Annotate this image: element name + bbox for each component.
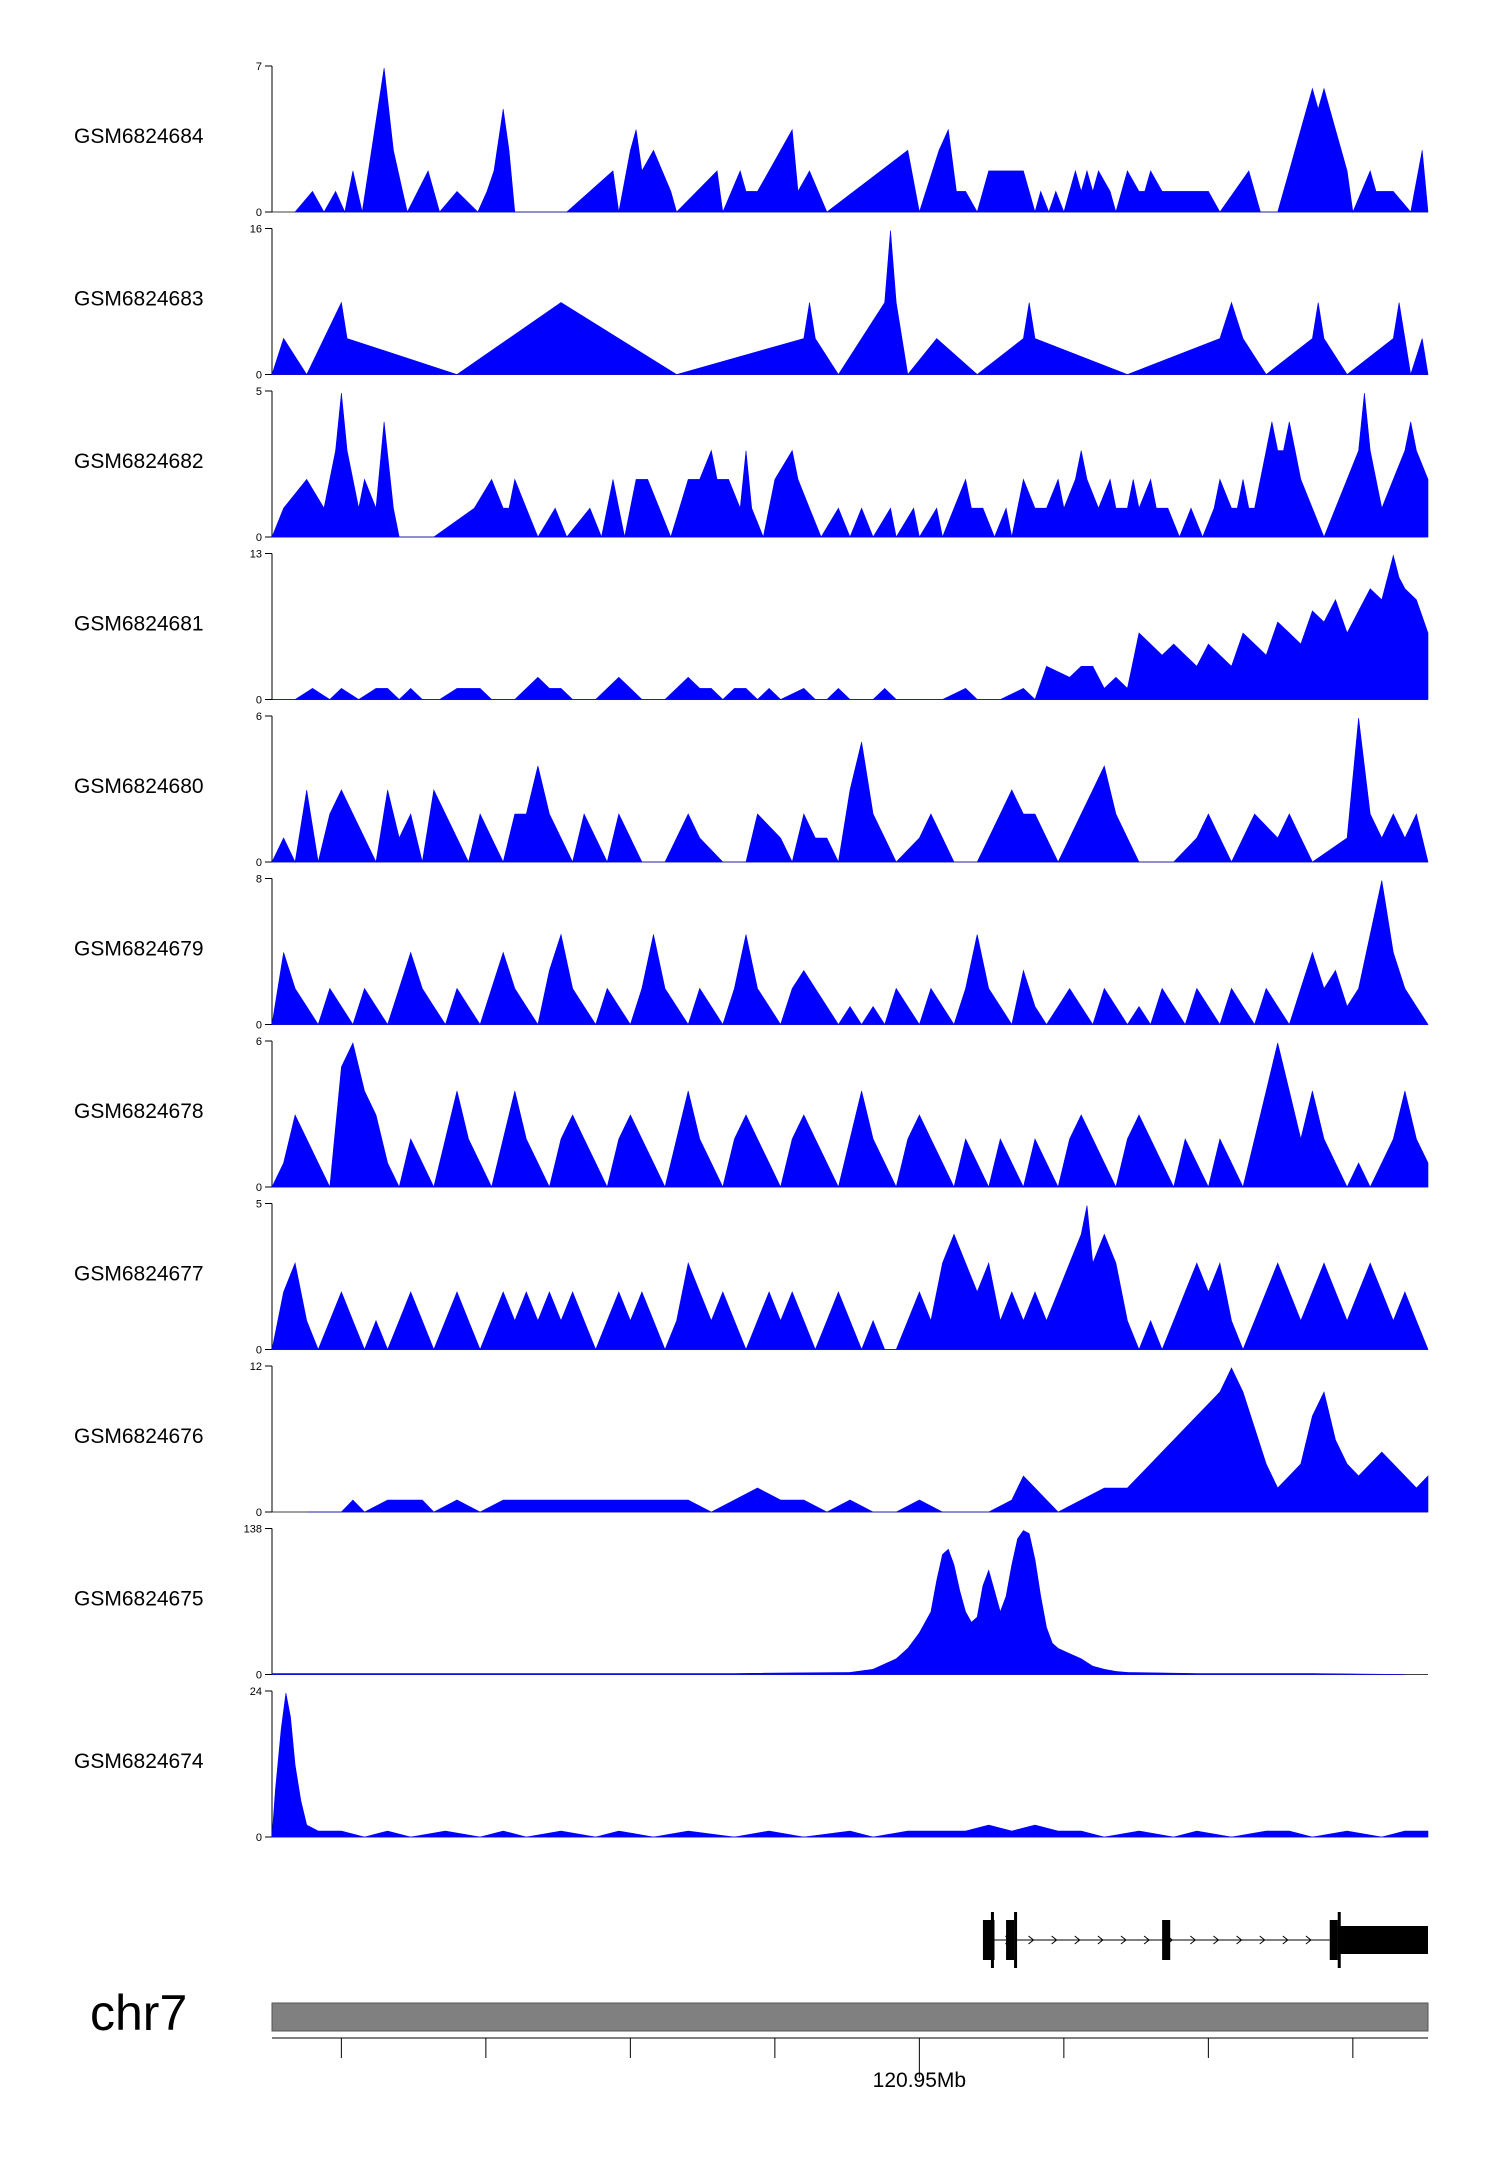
coverage-area [271,1205,1429,1351]
y-max-label: 13 [250,549,262,561]
track-label: GSM6824675 [74,1588,204,1611]
y-max-label: 12 [250,1361,262,1373]
track-label: GSM6824680 [74,775,204,798]
exon-boundary-mark [1014,1912,1018,1968]
y-min-label: 0 [256,1670,262,1682]
exon [982,1920,995,1960]
track-label: GSM6824681 [74,613,204,636]
track-label: GSM6824677 [74,1263,204,1286]
ideogram-bar [271,2002,1429,2032]
exon-boundary-mark [1337,1912,1341,1968]
strand-arrow [1074,1935,1081,1945]
coverage-area [271,1692,1429,1838]
y-max-label: 6 [256,711,262,723]
exon [1337,1926,1428,1954]
y-max-label: 6 [256,1036,262,1048]
strand-arrow [1028,1935,1035,1945]
coverage-area [271,880,1429,1026]
strand-arrow [1120,1935,1127,1945]
track-label: GSM6824683 [74,288,204,311]
track-GSM6824679: GSM6824679 8 0 [74,874,1429,1032]
coverage-area [271,1042,1429,1189]
track-GSM6824682: GSM6824682 5 0 [74,386,1429,544]
strand-arrow [1190,1935,1197,1945]
y-max-label: 24 [250,1686,262,1698]
strand-arrow [1282,1935,1289,1945]
track-label: GSM6824684 [74,125,204,148]
track-GSM6824680: GSM6824680 6 0 [74,711,1429,869]
track-label: GSM6824678 [74,1100,204,1123]
y-max-label: 16 [250,224,262,236]
coordinate-label: 120.95Mb [873,2069,966,2092]
coverage-area [294,67,1429,214]
y-min-label: 0 [256,857,262,869]
strand-arrow [1213,1935,1220,1945]
chromosome-label: chr7 [90,1985,187,2041]
y-min-label: 0 [256,370,262,382]
y-max-label: 5 [256,386,262,398]
track-GSM6824674: GSM6824674 24 0 [74,1686,1429,1844]
y-min-label: 0 [256,1832,262,1844]
y-max-label: 138 [244,1524,262,1536]
track-GSM6824677: GSM6824677 5 0 [74,1199,1429,1357]
exon [1162,1920,1171,1960]
track-label: GSM6824676 [74,1425,204,1448]
strand-arrow [1051,1935,1058,1945]
coverage-area [272,554,1429,701]
strand-arrow [1236,1935,1243,1945]
y-max-label: 5 [256,1199,262,1211]
y-min-label: 0 [256,1020,262,1032]
gene-model-track [982,1912,1428,1968]
coverage-tracks: GSM682468470GSM6824683160GSM682468250GSM… [74,61,1429,1844]
y-min-label: 0 [256,1507,262,1519]
coverage-area [271,230,1429,376]
coordinate-axis: 120.95Mb [272,2037,1428,2092]
exon [1329,1920,1338,1960]
strand-arrow [1097,1935,1104,1945]
exon [1006,1920,1015,1960]
track-GSM6824676: GSM6824676 12 0 [74,1361,1429,1519]
track-GSM6824675: GSM6824675 138 0 [74,1524,1428,1682]
track-label: GSM6824674 [74,1750,204,1773]
track-GSM6824681: GSM6824681 13 0 [74,549,1429,707]
coverage-area [271,1530,1405,1675]
coverage-area [306,1367,1429,1513]
y-min-label: 0 [256,207,262,219]
strand-arrow [1143,1935,1150,1945]
coverage-area [271,392,1429,539]
exon-boundary-mark [990,1912,994,1968]
track-GSM6824683: GSM6824683 16 0 [74,224,1429,382]
y-min-label: 0 [256,1345,262,1357]
strand-arrow [1259,1935,1266,1945]
y-min-label: 0 [256,695,262,707]
chromosome-ideogram: chr7 [90,1985,1429,2041]
track-GSM6824678: GSM6824678 6 0 [74,1036,1429,1194]
track-GSM6824684: GSM6824684 7 0 [74,61,1429,219]
y-min-label: 0 [256,532,262,544]
track-label: GSM6824682 [74,450,204,473]
y-max-label: 8 [256,874,262,886]
strand-arrow [1305,1935,1312,1945]
track-label: GSM6824679 [74,938,204,961]
coverage-area [271,717,1429,863]
y-max-label: 7 [256,61,262,73]
y-min-label: 0 [256,1182,262,1194]
